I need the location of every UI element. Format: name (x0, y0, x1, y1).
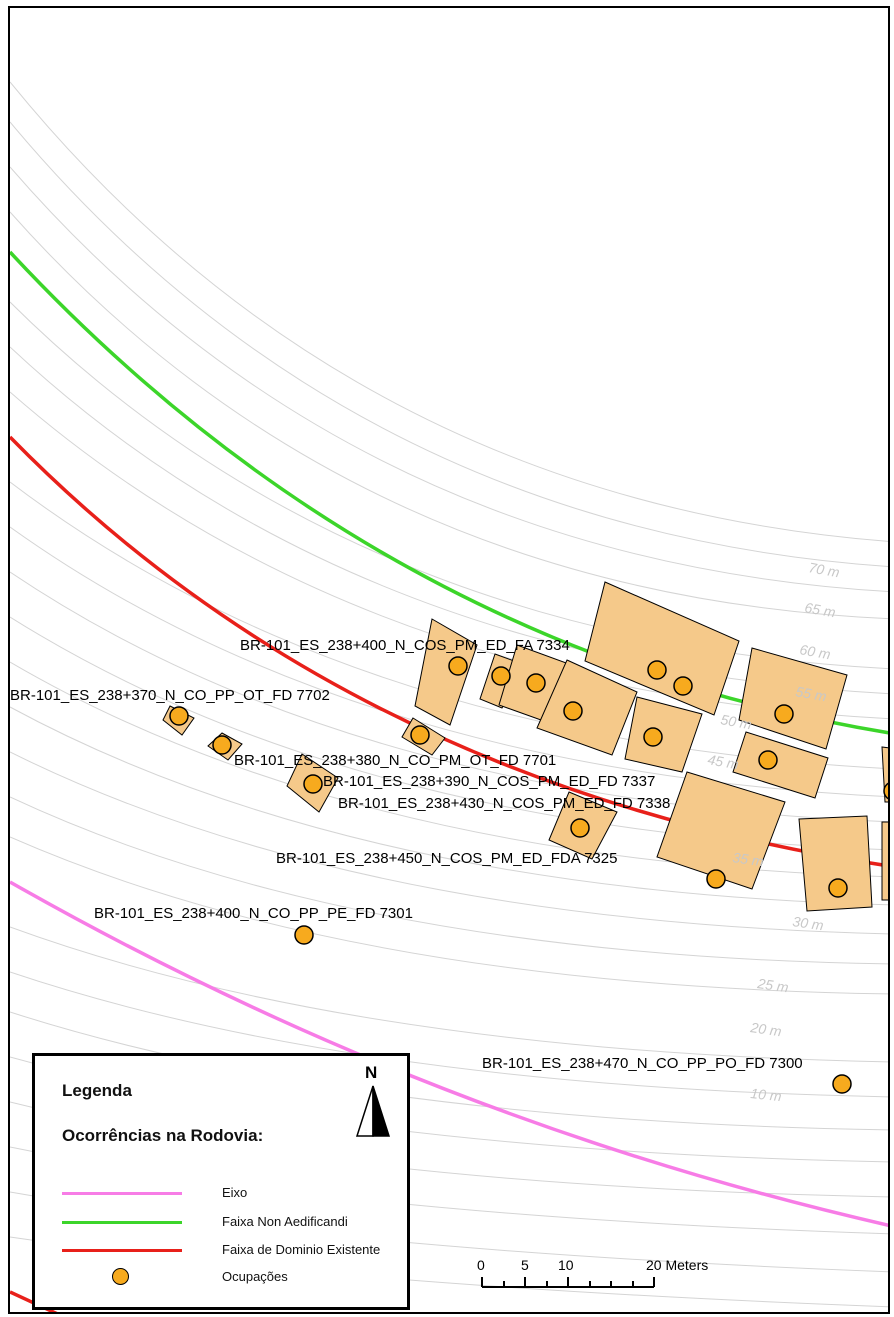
scale-tick-label: 5 (521, 1257, 529, 1273)
distance-label: 10 m (750, 1085, 783, 1104)
occupation-point[interactable] (491, 666, 511, 686)
building-8[interactable] (732, 731, 829, 799)
occupation-point[interactable] (448, 656, 468, 676)
building-10[interactable] (656, 771, 786, 890)
legend-item-label: Eixo (222, 1185, 248, 1200)
north-arrow-icon: N (355, 1063, 391, 1137)
legend-title: Legenda (62, 1081, 132, 1100)
occupation-point[interactable] (303, 774, 323, 794)
occupation-point[interactable] (212, 735, 232, 755)
legend-item-ocupacoes: Ocupações (62, 1267, 402, 1287)
distance-label: 70 m (807, 559, 841, 580)
occupation-point[interactable] (410, 725, 430, 745)
distance-label: 20 m (749, 1019, 783, 1039)
occurrence-label[interactable]: BR-101_ES_238+400_N_CO_PP_PE_FD 7301 (94, 905, 413, 922)
occurrence-label[interactable]: BR-101_ES_238+450_N_COS_PM_ED_FDA 7325 (276, 850, 617, 867)
distance-label: 65 m (803, 599, 837, 620)
occupation-points (169, 656, 890, 1094)
occurrence-label[interactable]: BR-101_ES_238+470_N_CO_PP_PO_FD 7300 (482, 1055, 803, 1072)
building-6[interactable] (536, 659, 638, 756)
occurrence-label[interactable]: BR-101_ES_238+400_N_COS_PM_ED_FA 7334 (240, 637, 570, 654)
building-7[interactable] (624, 696, 703, 773)
distance-label: 60 m (798, 641, 832, 662)
occurrence-label[interactable]: BR-101_ES_238+390_N_COS_PM_ED_FD 7337 (323, 773, 655, 790)
distance-labels: 70 m 65 m 60 m 55 m 50 m 45 m 35 m 30 m … (706, 559, 841, 1104)
occupation-point[interactable] (774, 704, 794, 724)
building-2[interactable] (738, 647, 848, 750)
occupation-point[interactable] (294, 925, 314, 945)
occupation-point[interactable] (673, 676, 693, 696)
occupation-point[interactable] (883, 782, 890, 800)
occupation-point[interactable] (832, 1074, 852, 1094)
eixo-line (10, 880, 888, 1227)
occupation-point[interactable] (169, 706, 189, 726)
buildings (162, 581, 890, 912)
legend: Legenda Ocorrências na Rodovia: Eixo Fai… (32, 1053, 410, 1310)
legend-item-label: Faixa Non Aedificandi (222, 1214, 348, 1229)
occupation-point-icon (112, 1268, 129, 1285)
legend-item-label: Ocupações (222, 1269, 288, 1284)
non-aedificandi-swatch (62, 1221, 182, 1224)
scale-tick-label: 10 (558, 1257, 574, 1273)
occupation-point[interactable] (828, 878, 848, 898)
legend-item-label: Faixa de Dominio Existente (222, 1242, 381, 1257)
occupation-point[interactable] (526, 673, 546, 693)
occurrence-label[interactable]: BR-101_ES_238+430_N_COS_PM_ED_FD 7338 (338, 795, 670, 812)
scale-tick-label: 0 (477, 1257, 485, 1273)
legend-subtitle: Ocorrências na Rodovia: (62, 1126, 264, 1145)
legend-item-non-aedificandi: Faixa Non Aedificandi (62, 1212, 402, 1232)
occupation-point[interactable] (647, 660, 667, 680)
eixo-swatch (62, 1192, 182, 1195)
north-label: N (365, 1063, 377, 1082)
legend-item-eixo: Eixo (62, 1183, 402, 1203)
distance-label: 50 m (719, 711, 753, 732)
occupation-point[interactable] (570, 818, 590, 838)
building-11[interactable] (798, 815, 873, 912)
occupation-point[interactable] (706, 869, 726, 889)
dominio-swatch (62, 1249, 182, 1252)
distance-label: 55 m (794, 683, 828, 704)
occurrence-label[interactable]: BR-101_ES_238+370_N_CO_PP_OT_FD 7702 (10, 687, 330, 704)
distance-label: 25 m (756, 975, 790, 995)
building-12[interactable] (881, 821, 890, 901)
building-1[interactable] (584, 581, 740, 716)
occupation-point[interactable] (758, 750, 778, 770)
building-3[interactable] (414, 618, 478, 726)
occupation-point[interactable] (643, 727, 663, 747)
occurrence-label[interactable]: BR-101_ES_238+380_N_CO_PM_OT_FD 7701 (234, 752, 556, 769)
distance-label: 30 m (792, 913, 825, 933)
distance-label: 45 m (706, 751, 740, 772)
occupation-point[interactable] (563, 701, 583, 721)
scale-bar: 0 5 10 20 Meters (477, 1257, 708, 1288)
occurrence-labels: BR-101_ES_238+400_N_COS_PM_ED_FA 7334 BR… (10, 637, 803, 1072)
legend-item-dominio: Faixa de Dominio Existente (62, 1240, 402, 1260)
scale-tick-label: 20 Meters (646, 1257, 708, 1273)
distance-label: 35 m (732, 849, 765, 869)
